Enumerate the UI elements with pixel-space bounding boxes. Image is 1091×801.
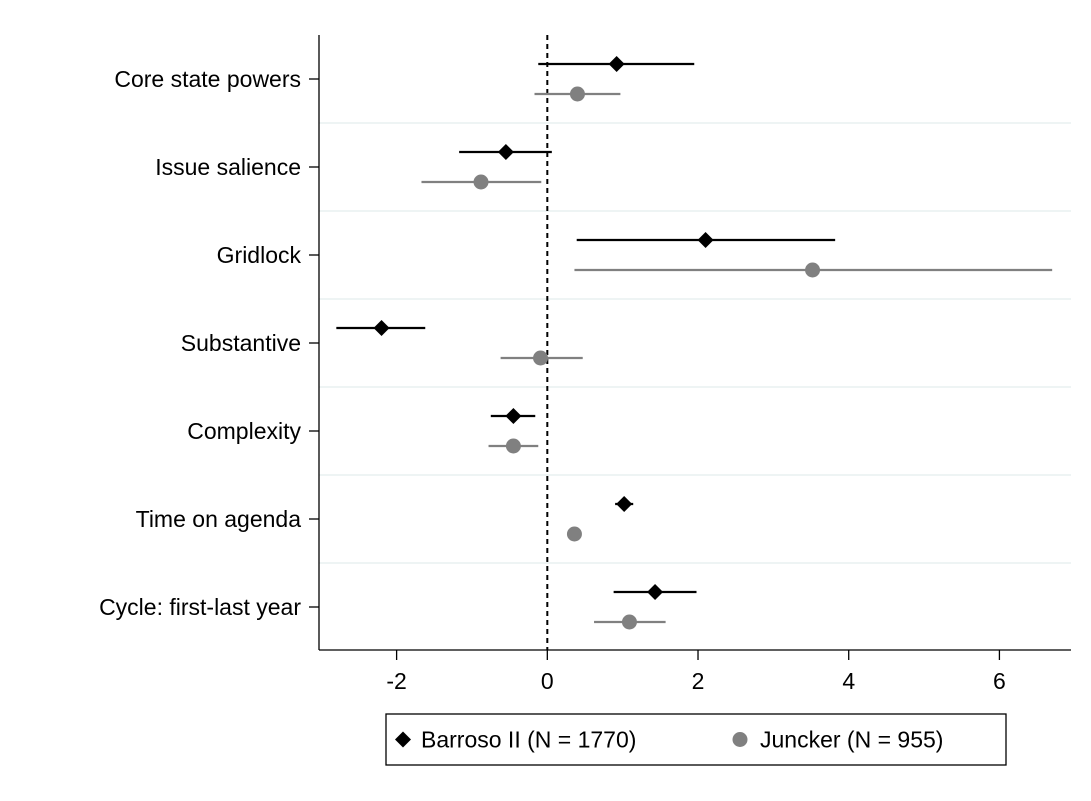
point-estimate-0-6 bbox=[647, 584, 664, 600]
point-estimate-1-5 bbox=[566, 526, 582, 542]
legend-label: Juncker (N = 955) bbox=[760, 727, 943, 753]
point-estimate-0-5 bbox=[616, 496, 633, 512]
legend-label: Barroso II (N = 1770) bbox=[421, 727, 636, 753]
point-estimate-1-6 bbox=[621, 614, 637, 630]
point-estimate-1-0 bbox=[569, 86, 585, 102]
x-tick-label: 4 bbox=[842, 668, 855, 694]
y-tick-label: Substantive bbox=[181, 330, 301, 356]
point-estimate-1-4 bbox=[505, 438, 521, 454]
x-tick-label: 2 bbox=[692, 668, 705, 694]
legend-box bbox=[385, 713, 1007, 766]
point-estimate-1-2 bbox=[805, 262, 821, 278]
legend-marker-diamond bbox=[395, 731, 411, 748]
legend-marker-circle bbox=[732, 732, 748, 747]
x-tick-label: 6 bbox=[993, 668, 1006, 694]
y-tick-label: Gridlock bbox=[217, 242, 302, 268]
y-tick-label: Core state powers bbox=[114, 66, 301, 92]
point-estimate-0-4 bbox=[505, 408, 522, 424]
y-tick-label: Issue salience bbox=[155, 154, 301, 180]
data-layer bbox=[336, 56, 1053, 630]
y-tick-label: Time on agenda bbox=[136, 506, 302, 532]
axis-layer: Core state powers Issue salience Gridlock S… bbox=[99, 35, 1071, 694]
grid-layer bbox=[319, 122, 1071, 564]
y-tick-label: Cycle: first-last year bbox=[99, 594, 301, 620]
point-estimate-0-0 bbox=[608, 56, 625, 72]
legend: Barroso II (N = 1770) Juncker (N = 955) bbox=[385, 713, 1007, 766]
point-estimate-1-3 bbox=[533, 350, 549, 366]
y-tick-label: Complexity bbox=[187, 418, 301, 444]
x-tick-label: -2 bbox=[386, 668, 406, 694]
point-estimate-0-2 bbox=[697, 232, 714, 248]
x-tick-label: 0 bbox=[541, 668, 554, 694]
point-estimate-0-3 bbox=[373, 320, 390, 336]
point-estimate-1-1 bbox=[473, 174, 489, 190]
point-estimate-0-1 bbox=[497, 144, 514, 160]
